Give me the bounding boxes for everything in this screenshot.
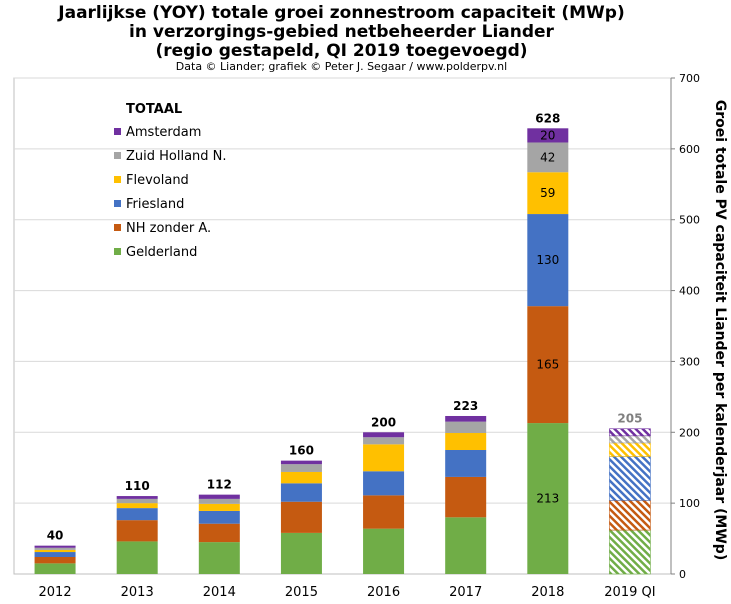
bar-segment-friesland bbox=[280, 483, 322, 502]
bar-segment-gelderland bbox=[116, 541, 158, 574]
bar-segment-zuid-holland-n- bbox=[34, 547, 76, 550]
legend-swatch bbox=[114, 128, 121, 135]
y-axis-title: Groei totale PV capaciteit Liander per k… bbox=[712, 99, 728, 561]
bar-segment-nh-zonder-a- bbox=[363, 495, 405, 529]
bar-segment-amsterdam bbox=[34, 545, 76, 548]
segment-value-label: 130 bbox=[536, 253, 559, 267]
legend-swatch bbox=[114, 200, 121, 207]
bar-segment-flevoland bbox=[527, 172, 569, 215]
legend-title: TOTAAL bbox=[126, 102, 182, 117]
bar-segment-amsterdam bbox=[527, 128, 569, 143]
x-tick-label: 2014 bbox=[203, 585, 236, 600]
bar-segment-zuid-holland-n- bbox=[116, 498, 158, 504]
bar-segment-amsterdam bbox=[445, 415, 487, 422]
chart-subtitle: Data © Liander; grafiek © Peter J. Segaa… bbox=[175, 60, 508, 73]
bar-segment-friesland bbox=[116, 508, 158, 521]
legend-swatch bbox=[114, 248, 121, 255]
bar-segment-flevoland bbox=[116, 503, 158, 509]
bar-segment-nh-zonder-a- bbox=[609, 500, 651, 531]
bar-total-label: 160 bbox=[289, 444, 314, 458]
legend-label: Flevoland bbox=[126, 173, 189, 188]
bar-segment-amsterdam bbox=[280, 460, 322, 465]
legend-swatch bbox=[114, 152, 121, 159]
bar-segment-friesland bbox=[609, 456, 651, 501]
bar-segment-friesland bbox=[34, 552, 76, 557]
bar-segment-zuid-holland-n- bbox=[198, 498, 240, 504]
legend-swatch bbox=[114, 224, 121, 231]
x-tick-label: 2017 bbox=[449, 585, 482, 600]
bar-segment-friesland bbox=[363, 471, 405, 496]
bar-segment-flevoland bbox=[445, 432, 487, 450]
bar-segment-amsterdam bbox=[198, 494, 240, 499]
bar-segment-nh-zonder-a- bbox=[527, 306, 569, 424]
bar-segment-zuid-holland-n- bbox=[363, 437, 405, 445]
bar-segment-friesland bbox=[527, 214, 569, 307]
bar-segment-flevoland bbox=[609, 442, 651, 457]
bar-segment-zuid-holland-n- bbox=[609, 435, 651, 444]
y-tick-label: 100 bbox=[679, 497, 700, 510]
bar-segment-amsterdam bbox=[609, 428, 651, 437]
chart-title-line-3: (regio gestapeld, QI 2019 toegevoegd) bbox=[155, 41, 528, 61]
y-tick-label: 400 bbox=[679, 285, 700, 298]
segment-value-label: 213 bbox=[536, 492, 559, 506]
x-tick-label: 2016 bbox=[367, 585, 400, 600]
segment-value-label: 59 bbox=[540, 186, 555, 200]
bar-segment-amsterdam bbox=[116, 496, 158, 499]
legend-label: Amsterdam bbox=[126, 125, 201, 140]
bar-segment-amsterdam bbox=[363, 432, 405, 438]
bar-segment-nh-zonder-a- bbox=[445, 476, 487, 518]
bar-total-label: 223 bbox=[453, 399, 478, 413]
bar-segment-flevoland bbox=[363, 444, 405, 472]
y-tick-label: 700 bbox=[679, 72, 700, 85]
bar-segment-nh-zonder-a- bbox=[116, 520, 158, 542]
bar-segment-zuid-holland-n- bbox=[527, 142, 569, 173]
bar-segment-zuid-holland-n- bbox=[445, 421, 487, 433]
legend-label: Friesland bbox=[126, 197, 184, 212]
segment-value-label: 165 bbox=[536, 358, 559, 372]
x-tick-label: 2018 bbox=[531, 585, 564, 600]
y-tick-label: 200 bbox=[679, 426, 700, 439]
bar-segment-gelderland bbox=[445, 517, 487, 574]
bar-total-label: 110 bbox=[125, 479, 150, 493]
x-tick-label: 2019 QI bbox=[604, 585, 655, 600]
bar-segment-gelderland bbox=[609, 529, 651, 575]
bar-segment-gelderland bbox=[527, 423, 569, 574]
bar-total-label: 112 bbox=[207, 478, 232, 492]
bar-total-label: 628 bbox=[535, 111, 560, 125]
x-tick-label: 2012 bbox=[39, 585, 72, 600]
plot-area bbox=[13, 77, 672, 575]
bar-total-label: 200 bbox=[371, 415, 396, 429]
bar-segment-flevoland bbox=[198, 503, 240, 511]
bar-segment-gelderland bbox=[363, 528, 405, 574]
legend-label: Gelderland bbox=[126, 245, 197, 260]
chart-title-line-2: in verzorgings-gebied netbeheerder Liand… bbox=[129, 22, 554, 42]
chart-title-line-1: Jaarlijkse (YOY) totale groei zonnestroo… bbox=[58, 3, 625, 23]
bar-total-label: 205 bbox=[617, 412, 642, 426]
segment-value-label: 20 bbox=[540, 128, 555, 142]
bar-segment-nh-zonder-a- bbox=[280, 501, 322, 533]
y-tick-label: 500 bbox=[679, 214, 700, 227]
bar-segment-gelderland bbox=[280, 532, 322, 574]
segment-value-label: 42 bbox=[540, 150, 555, 164]
legend-swatch bbox=[114, 176, 121, 183]
legend-label: NH zonder A. bbox=[126, 221, 211, 236]
bar-segment-zuid-holland-n- bbox=[280, 464, 322, 472]
bar-segment-friesland bbox=[198, 510, 240, 524]
legend-label: Zuid Holland N. bbox=[126, 149, 227, 164]
bar-segment-friesland bbox=[445, 450, 487, 477]
y-tick-label: 600 bbox=[679, 143, 700, 156]
bar-segment-gelderland bbox=[198, 542, 240, 574]
x-tick-label: 2013 bbox=[121, 585, 154, 600]
bar-segment-gelderland bbox=[34, 563, 76, 574]
bar-total-label: 40 bbox=[47, 529, 64, 543]
bar-segment-flevoland bbox=[34, 549, 76, 553]
bar-segment-nh-zonder-a- bbox=[198, 523, 240, 543]
x-tick-label: 2015 bbox=[285, 585, 318, 600]
bar-segment-nh-zonder-a- bbox=[34, 556, 76, 564]
y-tick-label: 300 bbox=[679, 355, 700, 368]
bar-segment-flevoland bbox=[280, 471, 322, 484]
y-tick-label: 0 bbox=[679, 568, 686, 581]
